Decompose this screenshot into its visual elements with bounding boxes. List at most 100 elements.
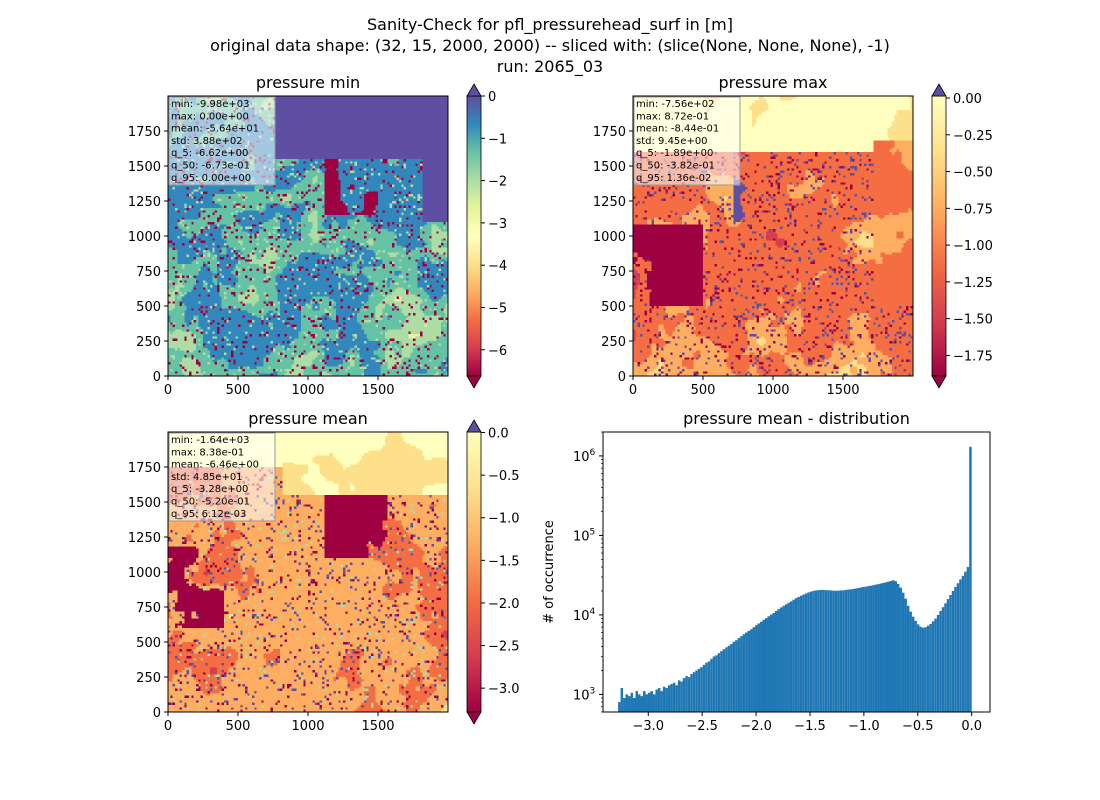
histogram-bar	[834, 590, 838, 712]
heatmap-panel-1: pressure min 0 500 1000 1500 0 250 500 750 1000 12…	[128, 73, 507, 398]
colorbar-extend-top	[931, 83, 947, 97]
stats-line: q_5: -6.62e+00	[171, 148, 248, 159]
histogram-bar	[799, 595, 803, 712]
histogram-bar	[941, 607, 945, 712]
histogram-bar	[877, 584, 880, 712]
colorbar: 0.00 −0.25 −0.50 −0.75 −1.00 −1.25 −1.50 −1.75	[931, 83, 993, 389]
y-tick-label: 0	[153, 370, 161, 385]
histogram-bar	[891, 580, 895, 712]
histogram-bar	[807, 592, 810, 712]
y-tick-label: 105	[573, 527, 595, 544]
colorbar-tick-label: 0.00	[953, 92, 982, 107]
colorbar-tick-label: −2.0	[488, 597, 520, 612]
colorbar-tick-label: 0	[488, 90, 496, 105]
histogram-bar	[633, 698, 636, 712]
histogram-bar	[911, 616, 915, 712]
histogram-bar	[864, 586, 868, 712]
histogram-bar	[715, 655, 718, 712]
stats-box	[168, 96, 276, 186]
histogram-bar	[906, 605, 910, 712]
histogram-bar	[784, 604, 788, 712]
x-tick-label: 1000	[756, 383, 789, 398]
histogram-bar	[812, 590, 815, 712]
histogram-bar	[869, 585, 873, 712]
title-line-2: original data shape: (32, 15, 2000, 2000…	[210, 36, 890, 55]
histogram-bar	[652, 694, 656, 712]
histogram-bar	[969, 446, 972, 712]
x-tick-label: −2.0	[740, 719, 772, 734]
histogram-bar	[762, 619, 766, 712]
histogram-bar	[847, 589, 850, 712]
x-tick-label: −3.0	[632, 719, 664, 734]
colorbar-tick-label: −6	[488, 344, 507, 359]
histogram-bar	[710, 658, 713, 712]
histogram-bar	[680, 681, 683, 712]
histogram-bar	[951, 590, 955, 712]
histogram-bar	[623, 698, 626, 712]
histogram-bar	[685, 676, 688, 712]
histogram-bar	[964, 571, 967, 712]
stats-line: max: 8.72e-01	[636, 111, 709, 122]
histogram-bar	[655, 689, 658, 712]
histogram-bar	[732, 641, 736, 712]
histogram-bar	[827, 590, 830, 712]
histogram-bar	[625, 694, 629, 712]
histogram-bar	[697, 668, 701, 712]
colorbar-tick-label: −1	[488, 132, 507, 147]
histogram-bar	[769, 614, 773, 712]
y-tick-label: 1750	[128, 125, 161, 140]
colorbar-body	[466, 431, 482, 713]
stats-line: q_50: -3.82e-01	[636, 161, 715, 172]
x-tick-label: −2.5	[686, 719, 718, 734]
histogram-bars	[618, 446, 972, 712]
histogram-bar	[767, 616, 770, 712]
histogram-bar	[824, 590, 828, 712]
stats-box	[168, 432, 276, 522]
histogram-bar	[862, 587, 865, 712]
histogram-bar	[829, 590, 833, 712]
histogram-bar	[867, 586, 870, 712]
colorbar-tick-label: −1.25	[953, 276, 993, 291]
histogram-bar	[804, 593, 808, 712]
x-tick-label: 500	[691, 383, 716, 398]
histogram-bar	[837, 590, 840, 712]
y-tick-label: 500	[136, 636, 161, 651]
histogram-bar	[628, 696, 631, 712]
histogram-bar	[702, 664, 706, 712]
histogram-bar	[705, 662, 708, 712]
histogram-bar	[737, 638, 741, 712]
histogram-bar	[909, 611, 912, 712]
y-axis-label: # of occurrence	[542, 520, 557, 624]
panel-title: pressure min	[256, 73, 360, 92]
histogram-bar	[740, 636, 743, 712]
histogram-bar	[924, 627, 927, 712]
chart-panels: pressure min 0 500 1000 1500 0 250 500 750 1000 12…	[128, 73, 993, 734]
histogram-bar	[717, 653, 721, 712]
heatmap-panel-3: pressure mean 0 500 1000 1500 0 250 500 750 1000 1…	[128, 409, 520, 734]
y-tick-label: 500	[601, 300, 626, 315]
histogram-bar	[712, 656, 716, 712]
histogram-bar	[934, 618, 937, 712]
stats-line: mean: -6.46e+00	[171, 460, 259, 471]
histogram-bar	[819, 589, 823, 712]
panel-title: pressure mean - distribution	[683, 409, 910, 428]
histogram-bar	[904, 598, 907, 712]
histogram-bar	[645, 694, 648, 712]
histogram-bar	[817, 590, 820, 712]
stats-line: min: -7.56e+02	[636, 99, 715, 110]
histogram-bar	[662, 686, 666, 712]
y-tick-label: 1750	[128, 461, 161, 476]
histogram-bar	[901, 592, 905, 712]
histogram-bar	[859, 587, 863, 712]
x-tick-label: 1500	[826, 383, 859, 398]
y-tick-label: 750	[136, 265, 161, 280]
histogram-bar	[914, 620, 917, 712]
histogram-bar	[670, 684, 673, 712]
histogram-bar	[931, 621, 935, 712]
colorbar-extend-top	[466, 419, 482, 433]
y-tick-label: 500	[136, 300, 161, 315]
stats-line: std: 4.85e+01	[171, 472, 243, 483]
histogram-bar	[959, 579, 962, 712]
y-tick-label: 1000	[128, 566, 161, 581]
